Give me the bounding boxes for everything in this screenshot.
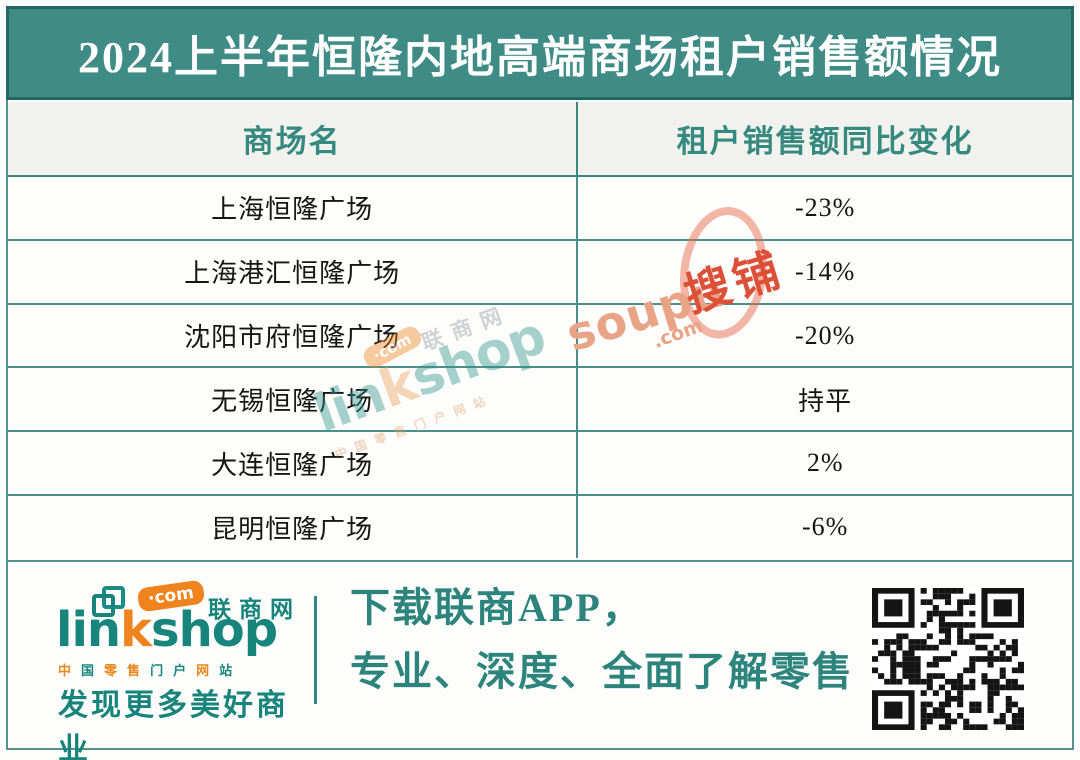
change-value: -23% xyxy=(794,192,856,222)
logo-tagline: 中国零售门户网站 xyxy=(58,664,233,679)
sales-table: 商场名 租户销售额同比变化 上海恒隆广场 -23% 上海港汇恒隆广场 -14% … xyxy=(8,102,1072,558)
promo-line-2: 专业、深度、全面了解零售 xyxy=(350,649,854,694)
table-row: 沈阳市府恒隆广场 -20% xyxy=(8,304,1072,369)
title-banner: 2024上半年恒隆内地高端商场租户销售额情况 xyxy=(6,6,1074,100)
qr-code xyxy=(872,588,1024,730)
mall-name: 上海恒隆广场 xyxy=(8,177,579,239)
change-value: -14% xyxy=(794,256,856,286)
table-row: 上海港汇恒隆广场 -14% xyxy=(8,240,1072,305)
table-row: 无锡恒隆广场 持平 xyxy=(8,368,1072,433)
footer-divider xyxy=(314,596,317,704)
mall-name: 无锡恒隆广场 xyxy=(8,368,579,431)
column-header-change: 租户销售额同比变化 xyxy=(676,124,974,159)
change-value: 2% xyxy=(806,448,844,478)
site-name: 联商网 xyxy=(208,597,301,623)
table-row: 上海恒隆广场 -23% xyxy=(8,177,1072,241)
mall-name: 沈阳市府恒隆广场 xyxy=(8,304,579,367)
change-value: 持平 xyxy=(798,386,853,416)
table-row: 大连恒隆广场 2% xyxy=(8,432,1072,497)
linkshop-wordmark-icon: linkshop xyxy=(56,602,278,658)
change-value: -6% xyxy=(801,512,849,542)
cube-icon xyxy=(92,594,115,617)
promo-text: 下载联商APP， 专业、深度、全面了解零售 xyxy=(350,576,854,704)
promo-line-1: 下载联商APP， xyxy=(350,585,644,630)
table-header-row: 商场名 租户销售额同比变化 xyxy=(8,102,1072,177)
logo-slogan: 发现更多美好商业 xyxy=(58,688,289,760)
mall-name: 上海港汇恒隆广场 xyxy=(8,240,579,303)
linkshop-logo: ·com 联商网 linkshop 中国零售门户网站 发现更多美好商业 xyxy=(56,579,321,760)
mall-name: 大连恒隆广场 xyxy=(8,432,579,495)
change-value: -20% xyxy=(794,320,856,350)
mall-name: 昆明恒隆广场 xyxy=(8,496,579,558)
column-header-mall: 商场名 xyxy=(8,102,579,175)
table-row: 昆明恒隆广场 -6% xyxy=(8,496,1072,558)
page-title: 2024上半年恒隆内地高端商场租户销售额情况 xyxy=(78,33,1002,82)
footer: ·com 联商网 linkshop 中国零售门户网站 发现更多美好商业 下载联商… xyxy=(6,560,1074,760)
